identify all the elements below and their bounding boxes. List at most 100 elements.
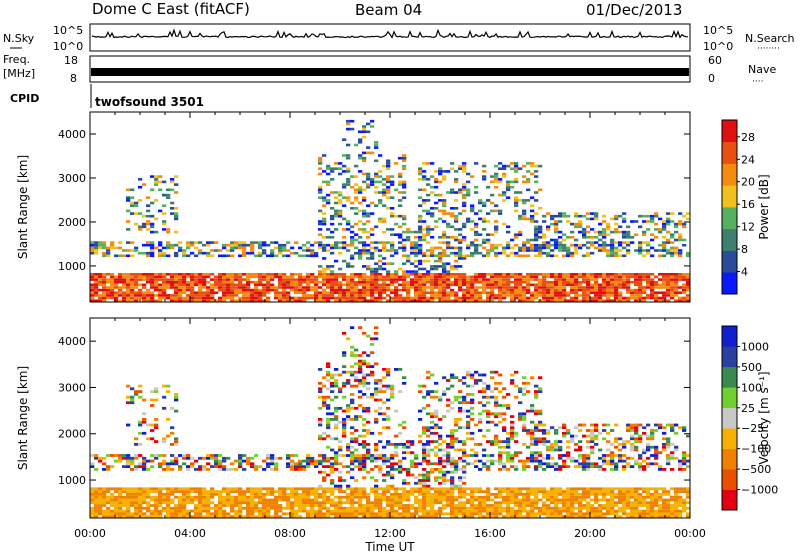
power-cell [670,283,675,287]
power-cell [390,233,395,236]
velocity-cell [206,504,211,507]
velocity-cell [318,495,323,499]
power-cell [126,283,131,287]
power-cell [94,283,99,287]
power-cell [382,280,387,284]
velocity-cell [90,465,95,468]
power-cell [126,228,131,231]
velocity-cell [498,445,503,449]
velocity-cell [298,487,303,491]
velocity-cell [462,451,467,455]
velocity-cell [210,490,215,493]
power-cell [506,188,511,192]
velocity-cell [422,495,427,499]
power-cell [630,275,635,279]
power-cell [658,254,663,258]
velocity-cell [498,506,503,510]
velocity-cell [350,498,355,502]
power-cell [254,280,259,284]
power-cell [602,228,607,231]
power-cell [158,275,163,279]
power-cell [442,265,447,268]
velocity-cell [450,445,455,449]
power-cell [198,241,203,244]
velocity-cell [374,501,379,505]
velocity-cell [362,465,367,468]
velocity-cell [198,493,203,496]
velocity-cell [274,515,279,518]
date-title: 01/Dec/2013 [586,1,682,19]
power-cell [186,299,191,302]
power-cell [546,286,551,289]
power-cell [206,299,211,302]
velocity-cell [226,515,231,518]
power-cell [434,280,439,284]
power-cell [234,299,239,302]
velocity-cell [258,501,263,505]
velocity-cell [322,506,327,510]
velocity-cell [350,437,355,441]
power-cell [602,294,607,297]
power-cell [286,283,291,287]
power-cell [370,254,375,258]
velocity-cell [206,506,211,510]
power-cell [386,288,391,292]
power-cell [442,254,447,258]
velocity-cell [102,462,107,466]
power-cell [350,230,355,234]
power-cell [158,291,163,294]
velocity-cell [378,379,383,382]
velocity-cell [370,431,375,435]
velocity-cell [366,365,371,368]
power-cell [454,299,459,302]
velocity-cell [418,390,423,393]
power-cell [386,185,391,189]
power-cell [670,288,675,292]
velocity-cell [286,495,291,499]
velocity-cell [222,490,227,493]
velocity-cell [358,359,363,363]
power-cell [514,251,519,255]
power-cell [542,273,547,276]
velocity-cell [278,490,283,493]
power-cell [346,122,351,126]
power-cell [406,280,411,284]
power-cell [366,183,371,186]
velocity-cell [454,429,459,432]
velocity-cell [418,498,423,502]
power-cell [442,241,447,244]
nsearch-dots: ········ [757,44,780,54]
power-cell [430,236,435,239]
power-cell [410,283,415,287]
velocity-cell [422,443,427,446]
power-cell [458,249,463,252]
velocity-cell [250,487,255,491]
power-cell [510,288,515,292]
velocity-cell [406,473,411,477]
power-cell [346,262,351,265]
power-cell [522,201,527,205]
power-cell [430,162,435,165]
power-cell [638,296,643,300]
power-cell [146,222,151,226]
power-cell [198,278,203,281]
power-cell [206,291,211,294]
power-cell [338,214,343,218]
velocity-cell [494,381,499,385]
velocity-cell [206,498,211,502]
velocity-cell [338,506,343,510]
velocity-cell [270,490,275,493]
power-cell [242,241,247,244]
velocity-cell [338,420,343,424]
velocity-cell [106,501,111,505]
power-cell [442,294,447,297]
velocity-cell [366,334,371,338]
power-cell [366,294,371,297]
velocity-cell [366,470,371,474]
velocity-cell [318,515,323,518]
velocity-cell [522,418,527,421]
power-cell [430,283,435,287]
power-cell [574,286,579,289]
velocity-cell [198,504,203,507]
velocity-cell [498,468,503,471]
